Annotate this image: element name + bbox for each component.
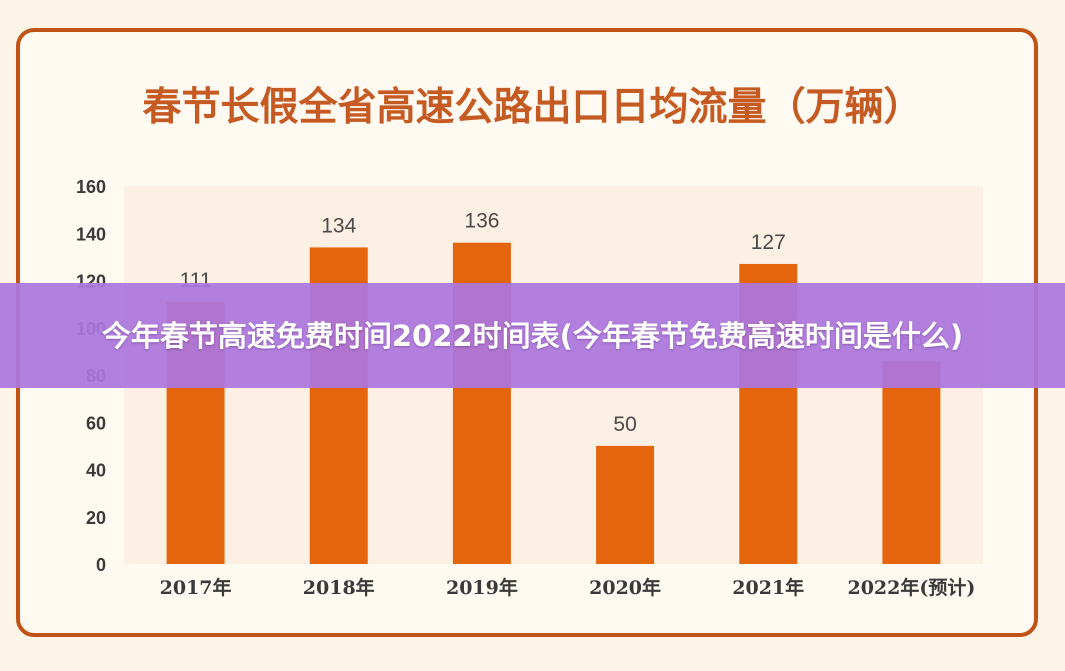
x-axis: 2017年 2018年 2019年 2020年 2021年 2022年(预计) (160, 576, 976, 599)
chart-title: 春节长假全省高速公路出口日均流量（万辆） (142, 84, 923, 130)
y-tick-label: 40 (86, 461, 106, 481)
y-tick-label: 20 (86, 508, 106, 528)
bar-value-label: 136 (464, 210, 499, 233)
x-tick-label: 2020年 (589, 576, 661, 599)
y-tick-label: 160 (76, 177, 106, 197)
x-tick-label: 2017年 (160, 576, 232, 599)
x-tick-label: 2018年 (303, 576, 375, 599)
x-tick-label: 2019年 (446, 576, 518, 599)
y-tick-label: 60 (86, 413, 106, 433)
bar (882, 360, 941, 564)
y-tick-label: 140 (76, 224, 106, 244)
bar (596, 445, 655, 564)
bar-value-label: 134 (321, 214, 356, 237)
title-banner: 今年春节高速免费时间2022时间表(今年春节免费高速时间是什么) (0, 283, 1065, 388)
x-tick-label: 2021年 (732, 576, 804, 599)
bar-value-label: 127 (751, 231, 786, 254)
bar-value-label: 50 (613, 413, 636, 436)
x-tick-label: 2022年(预计) (847, 576, 975, 599)
banner-text: 今年春节高速免费时间2022时间表(今年春节免费高速时间是什么) (101, 318, 964, 353)
y-tick-label: 0 (96, 555, 106, 575)
